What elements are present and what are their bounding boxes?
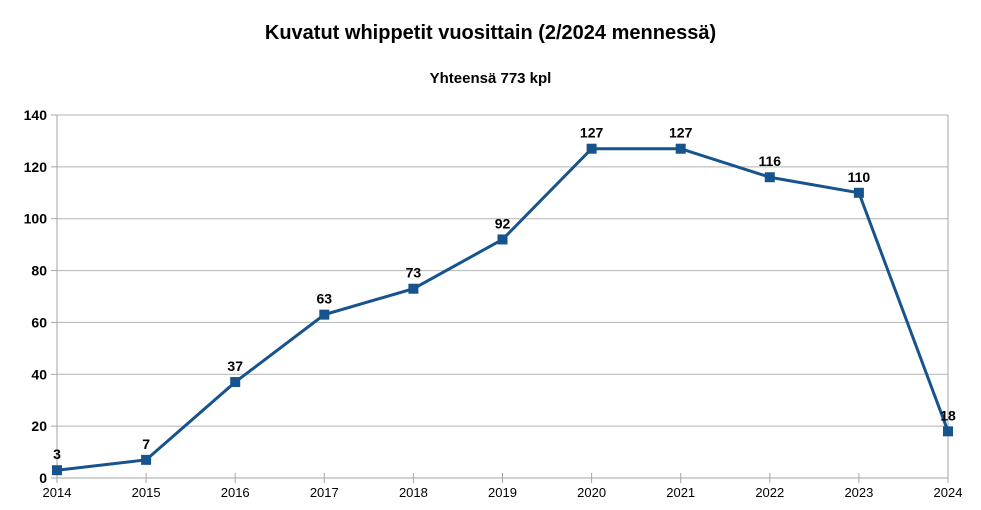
x-tick-label: 2022 <box>755 485 784 500</box>
chart-subtitle: Yhteensä 773 kpl <box>429 70 552 87</box>
x-tick-label: 2020 <box>577 485 606 500</box>
x-tick-label: 2015 <box>132 485 161 500</box>
x-tick-label: 2017 <box>310 485 339 500</box>
data-point-marker <box>52 465 62 476</box>
data-point-marker <box>764 172 775 183</box>
y-tick-label: 120 <box>24 159 48 175</box>
chart-title: Kuvatut whippetit vuosittain (2/2024 men… <box>264 22 717 44</box>
y-tick-label: 0 <box>39 470 47 486</box>
data-point-marker <box>408 283 419 294</box>
data-label: 92 <box>495 215 511 231</box>
data-label: 110 <box>848 169 871 185</box>
x-tick-label: 2023 <box>844 485 873 500</box>
x-tick-label: 2021 <box>666 485 695 500</box>
y-tick-label: 100 <box>24 211 48 227</box>
y-tick-label: 60 <box>31 314 47 330</box>
data-point-marker <box>675 143 686 154</box>
x-tick-label: 2024 <box>934 485 963 500</box>
data-label: 7 <box>142 436 150 452</box>
data-label: 3 <box>53 446 61 462</box>
data-label: 18 <box>940 407 956 423</box>
data-point-marker <box>141 454 152 465</box>
y-tick-label: 80 <box>31 263 47 279</box>
data-point-marker <box>497 234 508 245</box>
data-label: 127 <box>669 125 693 141</box>
data-label: 37 <box>227 358 243 374</box>
data-point-marker <box>586 143 597 154</box>
data-point-marker <box>319 309 330 320</box>
data-label: 63 <box>317 291 333 307</box>
y-tick-label: 140 <box>24 107 48 123</box>
y-tick-label: 20 <box>31 418 47 434</box>
data-point-marker <box>230 377 241 388</box>
data-label: 73 <box>406 265 422 281</box>
data-label: 116 <box>759 153 782 169</box>
data-point-marker <box>853 187 864 198</box>
x-tick-label: 2016 <box>221 485 250 500</box>
data-label: 127 <box>580 125 604 141</box>
x-tick-label: 2019 <box>488 485 517 500</box>
data-point-marker <box>943 426 953 437</box>
x-tick-label: 2014 <box>43 485 72 500</box>
data-line <box>56 147 950 472</box>
y-tick-label: 40 <box>31 366 47 382</box>
x-tick-label: 2018 <box>399 485 428 500</box>
